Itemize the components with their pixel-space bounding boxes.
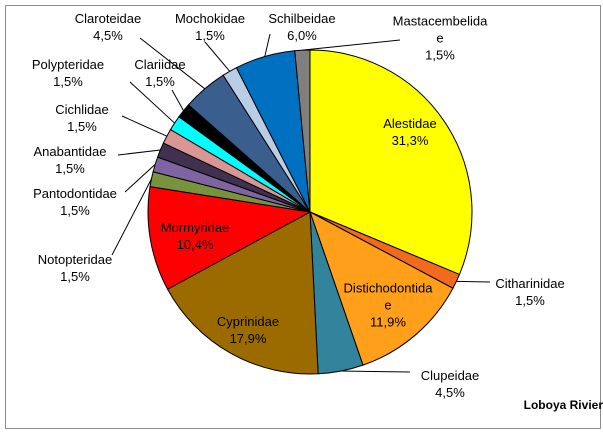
annotation: Loboya Rivier [523, 398, 603, 412]
value-label: 1,5% [145, 74, 175, 89]
value-label: 4,5% [93, 28, 123, 43]
leader-line [340, 370, 411, 373]
category-label: Claroteidae [74, 11, 142, 26]
leader-line [129, 81, 175, 124]
slice-label: Alestidae 31,3% [355, 115, 465, 149]
category-label: Mastacembelidae [392, 13, 488, 46]
slice-label: Distichodontidae 11,9% [340, 280, 436, 331]
category-label: Polypteridae [31, 57, 105, 72]
leader-line [171, 89, 185, 111]
pie-slice [309, 210, 454, 366]
category-label: Anabantidae [33, 144, 107, 159]
value-label: 1,5% [515, 293, 545, 308]
pie-slice [166, 211, 319, 375]
pie-slice [147, 186, 312, 290]
value-label: 17,9% [229, 331, 267, 346]
category-label: Citharinidae [495, 276, 565, 291]
value-label: 1,5% [55, 161, 85, 176]
slice-label: Pantodontidae 1,5% [10, 185, 140, 219]
slice-label: Mormyridae 10,4% [140, 219, 250, 253]
value-label: 11,9% [370, 314, 406, 330]
value-label: 1,5% [60, 203, 90, 218]
value-label: 1,5% [425, 47, 455, 63]
category-label: Distichodontidae [343, 280, 433, 313]
leader-line [139, 37, 206, 90]
leader-line [204, 41, 231, 72]
slice-label: Mochokidae 1,5% [155, 10, 265, 44]
category-label: Mochokidae [174, 11, 246, 26]
slice-label: Clupeidae 4,5% [395, 367, 505, 401]
leader-line [117, 149, 161, 156]
pie-slice [294, 49, 311, 213]
value-label: 1,5% [195, 28, 225, 43]
category-label: Pantodontidae [33, 186, 117, 201]
slice-label: Cichlidae 1,5% [27, 101, 137, 135]
leader-line [121, 115, 168, 137]
slice-label: Clariidae 1,5% [115, 56, 205, 90]
pie-slice [309, 49, 473, 276]
value-label: 10,4% [176, 237, 214, 252]
chart-border [5, 5, 601, 429]
category-label: Cichlidae [55, 102, 109, 117]
value-label: 1,5% [60, 269, 90, 284]
category-label: Clariidae [134, 57, 186, 72]
leader-line [111, 178, 152, 256]
category-label: Clupeidae [420, 368, 480, 383]
category-label: Cyprinidae [216, 314, 280, 329]
category-label: Notopteridae [37, 252, 113, 267]
leader-line [124, 163, 156, 193]
slice-label: Claroteidae 4,5% [53, 10, 163, 44]
value-label: 6,0% [287, 28, 317, 43]
leader-line [264, 33, 271, 57]
category-label: Mormyridae [160, 220, 230, 235]
slice-label: Anabantidae 1,5% [10, 143, 130, 177]
category-label: Alestidae [383, 116, 437, 131]
slice-label: Schilbeidae 6,0% [247, 10, 357, 44]
leader-line [456, 280, 491, 283]
value-label: 1,5% [53, 74, 83, 89]
category-label: Schilbeidae [268, 11, 336, 26]
slice-label: Polypteridae 1,5% [13, 56, 123, 90]
leader-line [302, 39, 401, 51]
slice-label: Citharinidae 1,5% [475, 275, 585, 309]
value-label: 1,5% [67, 119, 97, 134]
value-label: 31,3% [391, 133, 429, 148]
value-label: 4,5% [435, 385, 465, 400]
slice-label: Mastacembelidae 1,5% [392, 13, 488, 64]
slice-label: Cyprinidae 17,9% [193, 313, 303, 347]
slice-label: Notopteridae 1,5% [10, 251, 140, 285]
